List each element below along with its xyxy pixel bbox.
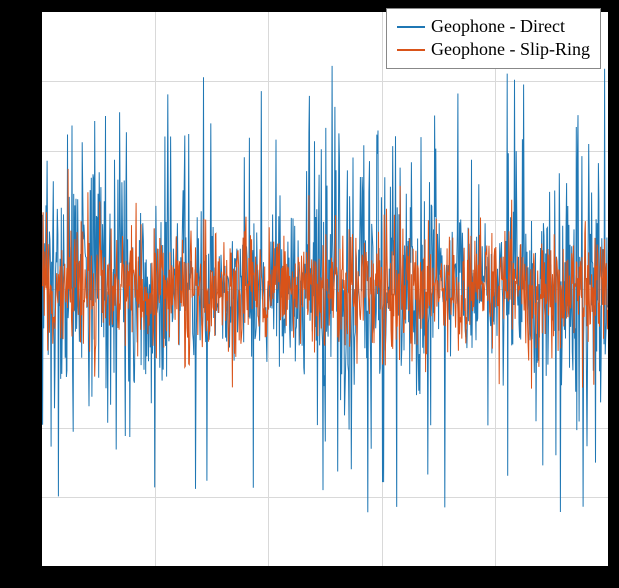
- legend-label: Geophone - Slip-Ring: [431, 38, 590, 61]
- series-line-1: [42, 169, 608, 389]
- chart-container: Geophone - DirectGeophone - Slip-Ring: [0, 0, 619, 588]
- legend-item: Geophone - Slip-Ring: [397, 38, 590, 61]
- legend-swatch: [397, 26, 425, 28]
- legend-label: Geophone - Direct: [431, 15, 565, 38]
- legend-swatch: [397, 49, 425, 51]
- plot-area: [41, 11, 609, 567]
- legend-item: Geophone - Direct: [397, 15, 590, 38]
- legend: Geophone - DirectGeophone - Slip-Ring: [386, 8, 601, 69]
- series-1: [42, 12, 608, 566]
